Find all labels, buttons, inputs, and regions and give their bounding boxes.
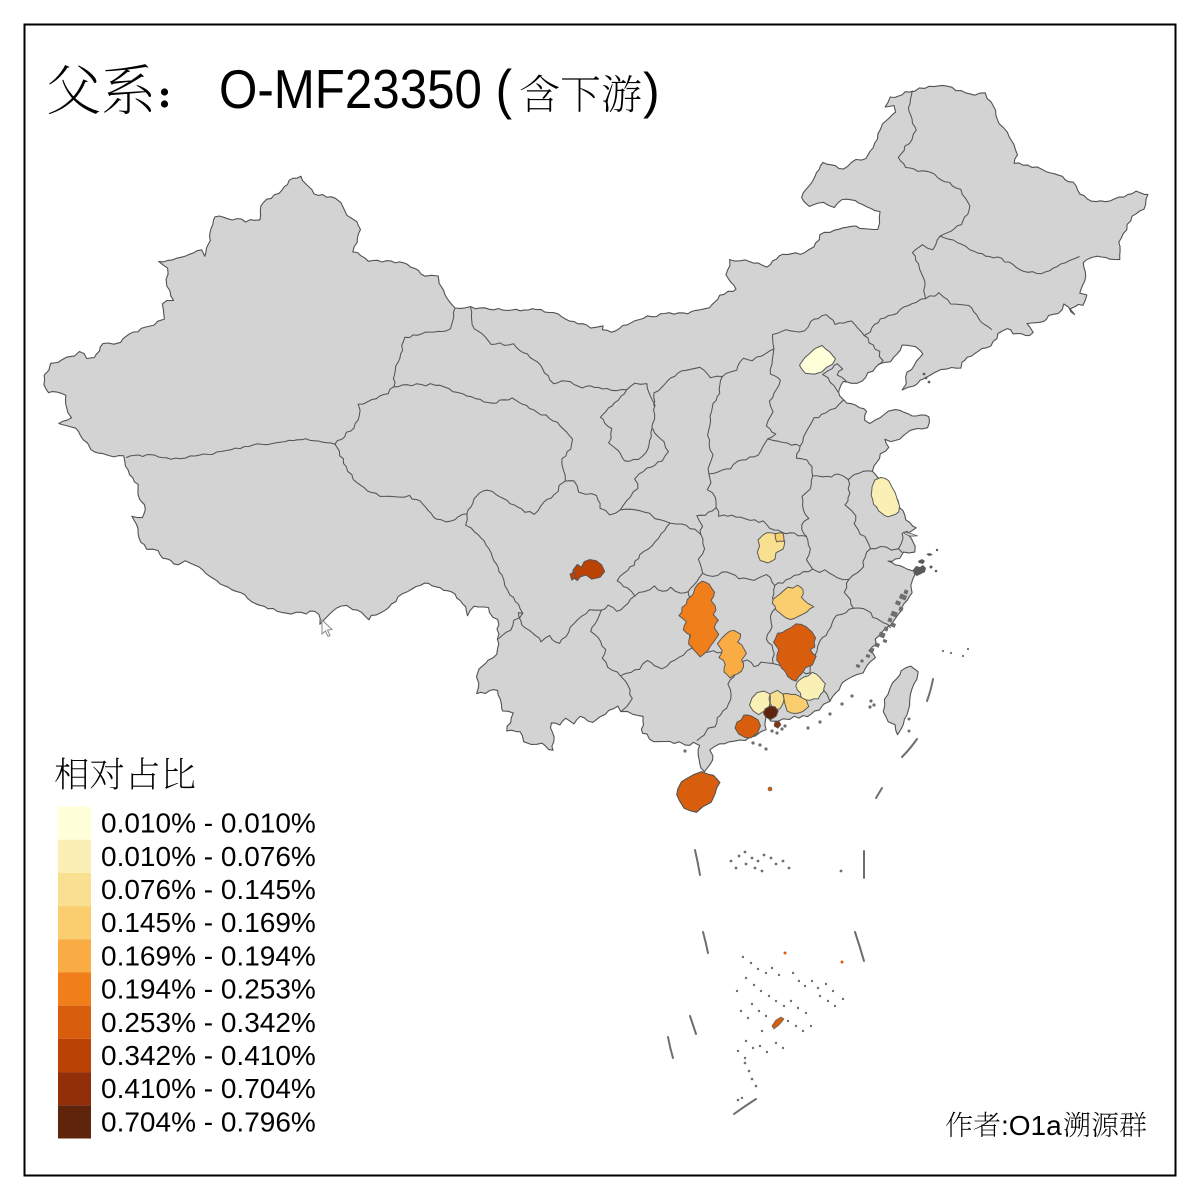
svg-text:): ) <box>643 63 660 119</box>
svg-text:0.010% - 0.076%: 0.010% - 0.076% <box>101 841 316 872</box>
svg-text:0.076% - 0.145%: 0.076% - 0.145% <box>101 874 316 905</box>
svg-text:0.342% - 0.410%: 0.342% - 0.410% <box>101 1040 316 1071</box>
svg-text:0.704% - 0.796%: 0.704% - 0.796% <box>101 1106 316 1137</box>
svg-text:0.194% - 0.253%: 0.194% - 0.253% <box>101 974 316 1005</box>
svg-text:0.253% - 0.342%: 0.253% - 0.342% <box>101 1007 316 1038</box>
svg-text::O1a: :O1a <box>1001 1110 1062 1141</box>
svg-text:0.169% - 0.194%: 0.169% - 0.194% <box>101 940 316 971</box>
svg-text:0.010% - 0.010%: 0.010% - 0.010% <box>101 808 316 839</box>
svg-text:0.145% - 0.169%: 0.145% - 0.169% <box>101 907 316 938</box>
svg-text:O-MF23350 (: O-MF23350 ( <box>219 58 512 120</box>
svg-text:0.410% - 0.704%: 0.410% - 0.704% <box>101 1073 316 1104</box>
